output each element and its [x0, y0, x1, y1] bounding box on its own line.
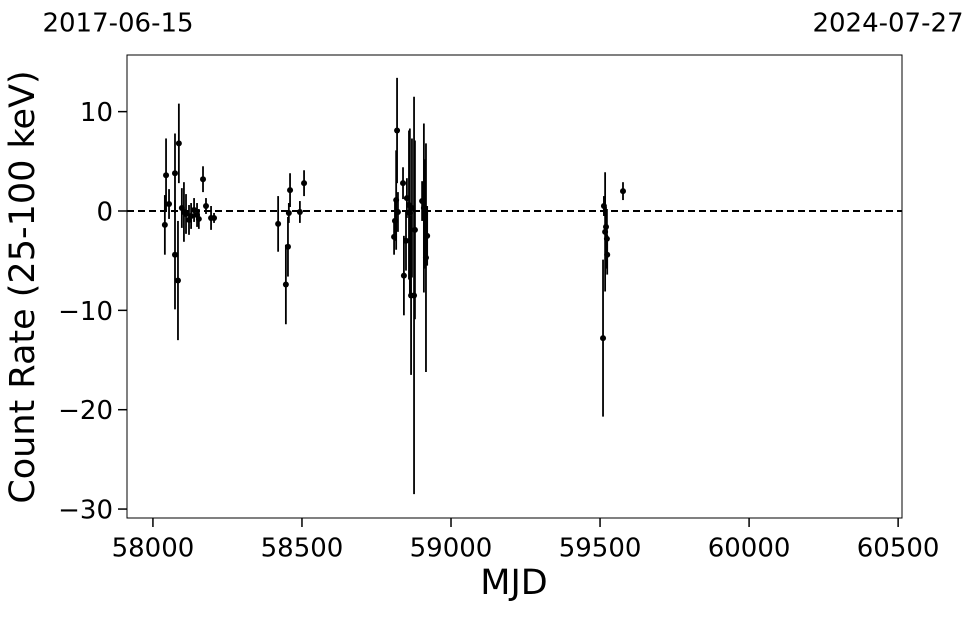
y-axis-label: Count Rate (25-100 keV): [3, 70, 43, 503]
x-tick-label: 60000: [708, 534, 791, 564]
y-tick-label: 0: [96, 197, 113, 227]
y-tick-label: 10: [80, 98, 113, 128]
x-tick-label: 58000: [112, 534, 195, 564]
data-point: [163, 172, 170, 179]
data-point: [171, 170, 178, 177]
data-point: [174, 277, 181, 284]
data-point: [403, 237, 409, 244]
x-tick-label: 59500: [559, 534, 642, 564]
data-point: [424, 232, 431, 239]
data-point: [284, 243, 291, 250]
data-point: [285, 209, 292, 216]
data-point: [202, 203, 209, 210]
data-point: [175, 140, 182, 147]
y-tick-label: −30: [58, 496, 113, 526]
x-axis-label: MJD: [480, 563, 547, 603]
data-point: [171, 251, 178, 258]
top-label: 2017-06-15: [42, 9, 193, 39]
data-point: [604, 251, 611, 258]
data-point: [188, 212, 195, 219]
data-point: [200, 176, 207, 183]
data-point: [296, 208, 303, 215]
x-tick-label: 59000: [410, 534, 493, 564]
data-point: [400, 272, 407, 279]
x-tick-label: 60500: [857, 534, 940, 564]
data-point: [195, 215, 202, 222]
data-point: [301, 180, 308, 187]
top-label: 2024-07-27: [812, 9, 963, 39]
data-point: [422, 254, 429, 261]
data-point: [287, 187, 294, 194]
data-point: [411, 226, 418, 233]
data-point: [394, 208, 401, 215]
data-point: [211, 214, 218, 221]
data-point: [620, 188, 626, 195]
x-tick-label: 58500: [261, 534, 344, 564]
data-point: [282, 281, 289, 288]
data-point: [191, 206, 198, 213]
data-point: [400, 180, 407, 187]
data-point: [394, 127, 401, 134]
data-point: [166, 201, 173, 208]
y-tick-label: −10: [58, 297, 113, 327]
data-point: [161, 221, 168, 228]
data-point: [275, 220, 282, 227]
data-point: [600, 335, 607, 342]
plot-frame: [126, 54, 903, 519]
y-tick-label: −20: [58, 396, 113, 426]
data-point: [183, 210, 190, 217]
